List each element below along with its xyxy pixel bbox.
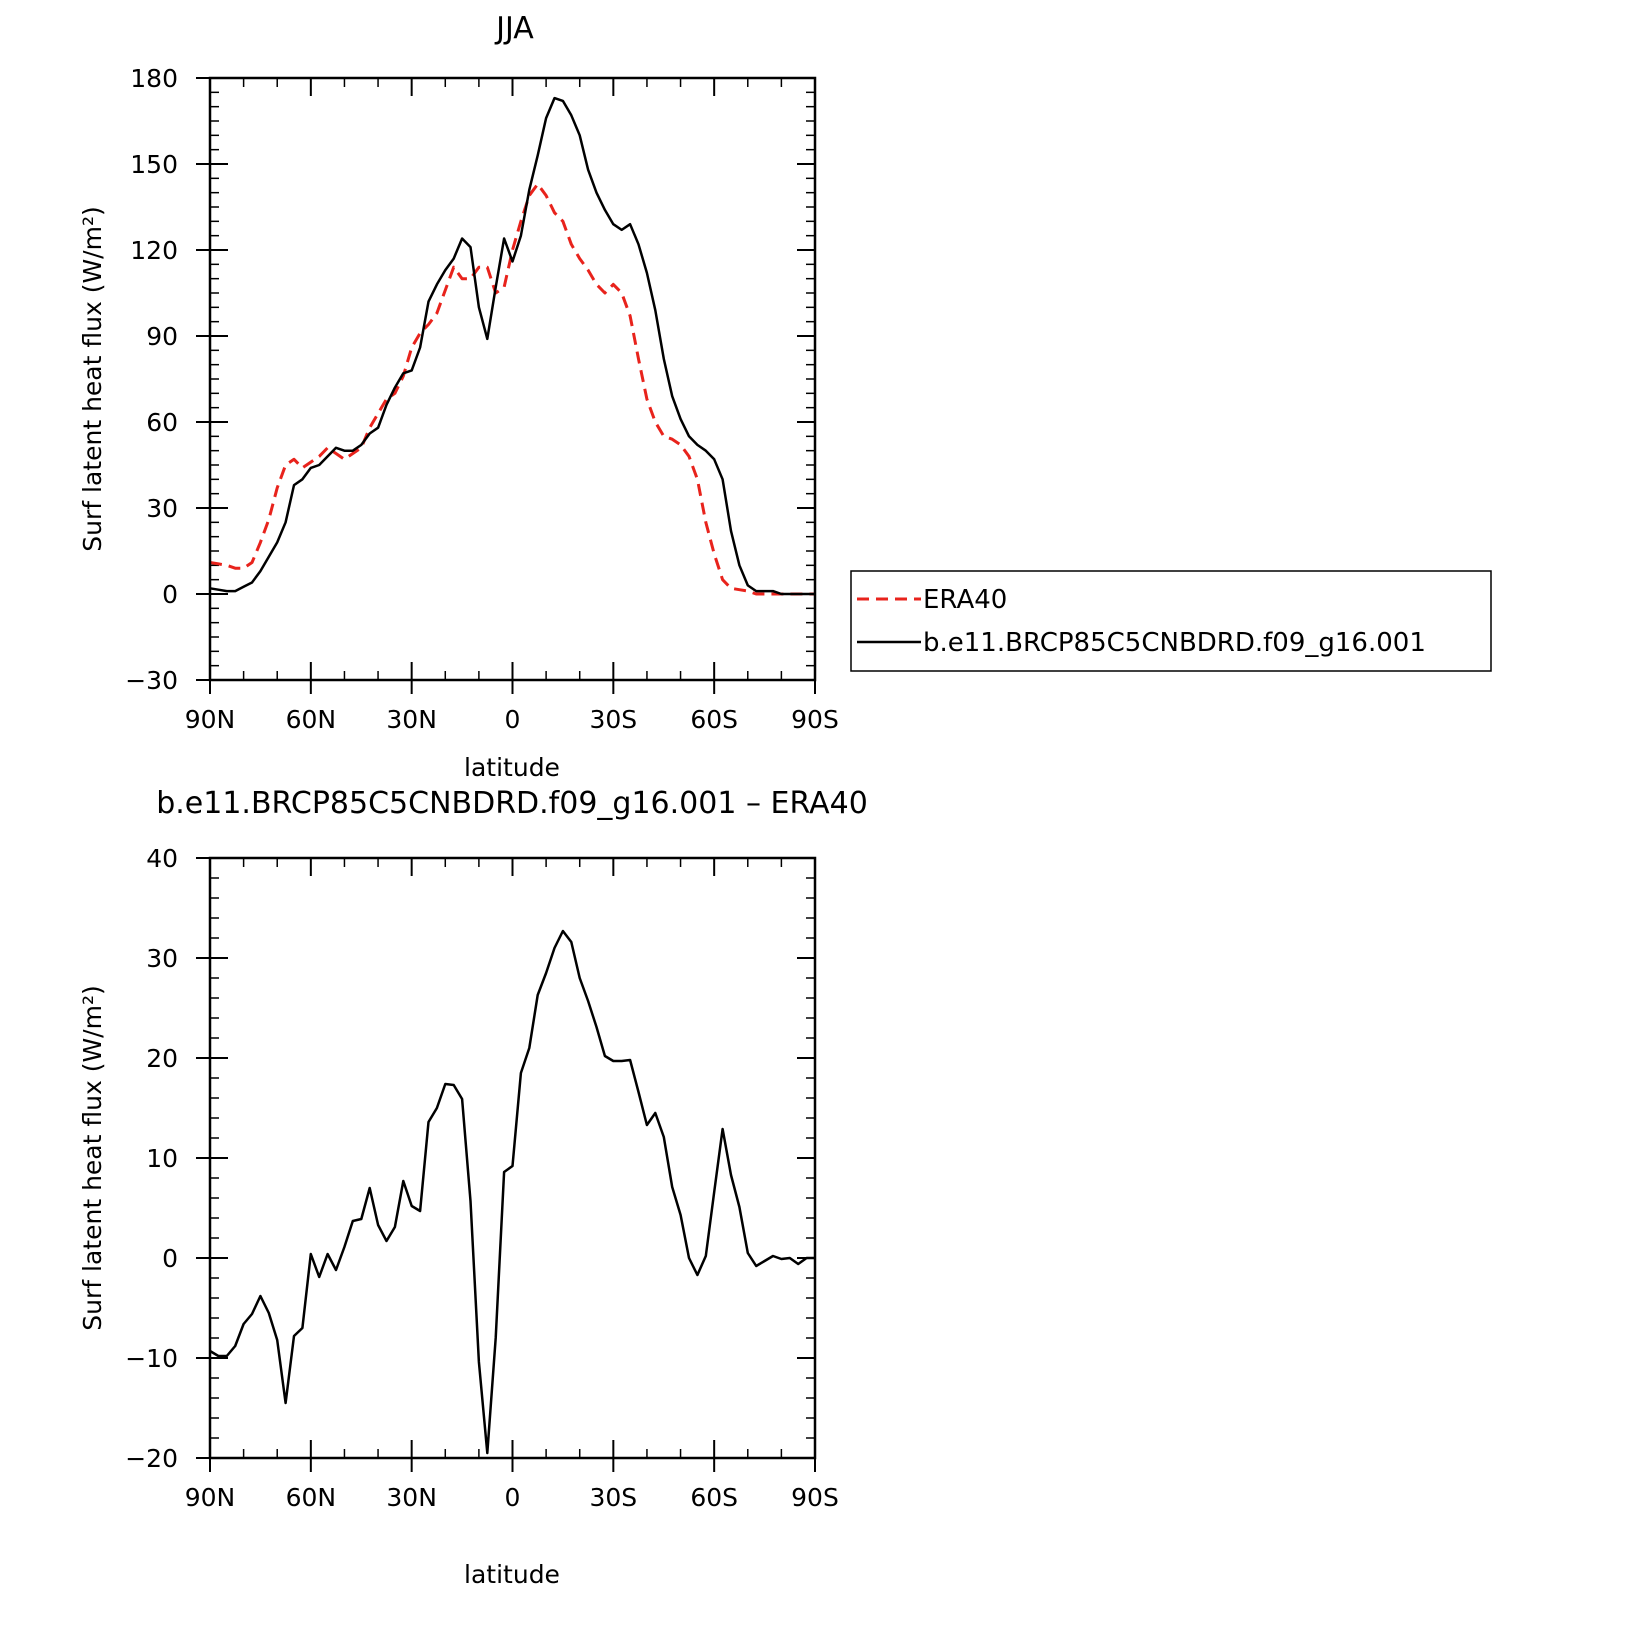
- top-y-axis-title: Surf latent heat flux (W/m²): [78, 206, 107, 551]
- bottom-x-tick-label: 60S: [690, 1483, 738, 1512]
- legend-box: [850, 570, 1492, 672]
- legend-label-era40: ERA40: [923, 585, 1007, 615]
- bottom-x-tick-label: 90N: [185, 1483, 236, 1512]
- top-y-tick-label: 60: [146, 408, 178, 437]
- bottom-x-tick-label: 60N: [286, 1483, 337, 1512]
- top-x-tick-label: 90S: [791, 705, 839, 734]
- bottom-x-axis-title: latitude: [464, 1560, 560, 1589]
- top-chart-title: JJA: [494, 11, 534, 46]
- bottom-y-tick-label: 0: [162, 1244, 178, 1273]
- bottom-y-tick-label: −20: [125, 1444, 178, 1473]
- legend: ERA40 b.e11.BRCP85C5CNBDRD.f09_g16.001: [850, 570, 1492, 672]
- top-series-line-era40: [209, 182, 815, 596]
- top-axes: −30 0 30 60 90 120 150 180 90N 60N 30N 0 30S 60S 90S: [125, 64, 839, 734]
- bottom-plot-frame: [208, 856, 817, 1460]
- bottom-panel: b.e11.BRCP85C5CNBDRD.f09_g16.001 – ERA40…: [78, 786, 868, 1589]
- legend-label-model: b.e11.BRCP85C5CNBDRD.f09_g16.001: [923, 628, 1426, 658]
- bottom-y-axis-title: Surf latent heat flux (W/m²): [78, 985, 107, 1330]
- top-y-tick-label: 180: [130, 64, 178, 93]
- bottom-y-tick-label: 30: [146, 944, 178, 973]
- top-plot-frame: [208, 76, 817, 682]
- top-x-tick-label: 0: [505, 705, 521, 734]
- bottom-y-tick-label: 10: [146, 1144, 178, 1173]
- bottom-x-tick-label: 0: [505, 1483, 521, 1512]
- top-x-axis-title: latitude: [464, 753, 560, 782]
- top-x-tick-label: 30S: [589, 705, 637, 734]
- top-y-tick-label: 150: [130, 150, 178, 179]
- top-y-tick-label: 0: [162, 580, 178, 609]
- top-x-tick-label: 90N: [185, 705, 236, 734]
- top-y-tick-label: 90: [146, 322, 178, 351]
- top-x-tick-label: 60N: [286, 705, 337, 734]
- bottom-x-tick-label: 30N: [386, 1483, 437, 1512]
- bottom-y-tick-label: 40: [146, 844, 178, 873]
- top-y-tick-label: −30: [125, 666, 178, 695]
- top-x-tick-label: 60S: [690, 705, 738, 734]
- top-series-line-model: [209, 96, 815, 596]
- top-panel: JJA −30 0 30 60 90 120 150 180 90N 60N 30N 0 30S 60S 9…: [78, 11, 839, 782]
- bottom-chart-title: b.e11.BRCP85C5CNBDRD.f09_g16.001 – ERA40: [156, 786, 868, 821]
- bottom-y-tick-label: −10: [125, 1344, 178, 1373]
- bottom-y-tick-label: 20: [146, 1044, 178, 1073]
- top-y-tick-label: 120: [130, 236, 178, 265]
- top-series-group: [209, 96, 815, 596]
- bottom-series-group: [209, 929, 815, 1455]
- bottom-axes: −20 −10 0 10 20 30 40 90N 60N 30N 0 30S 60S 90S: [125, 844, 839, 1512]
- top-x-tick-label: 30N: [386, 705, 437, 734]
- top-y-tick-label: 30: [146, 494, 178, 523]
- bottom-x-tick-label: 90S: [791, 1483, 839, 1512]
- bottom-series-line-difference: [209, 929, 815, 1455]
- bottom-x-tick-label: 30S: [589, 1483, 637, 1512]
